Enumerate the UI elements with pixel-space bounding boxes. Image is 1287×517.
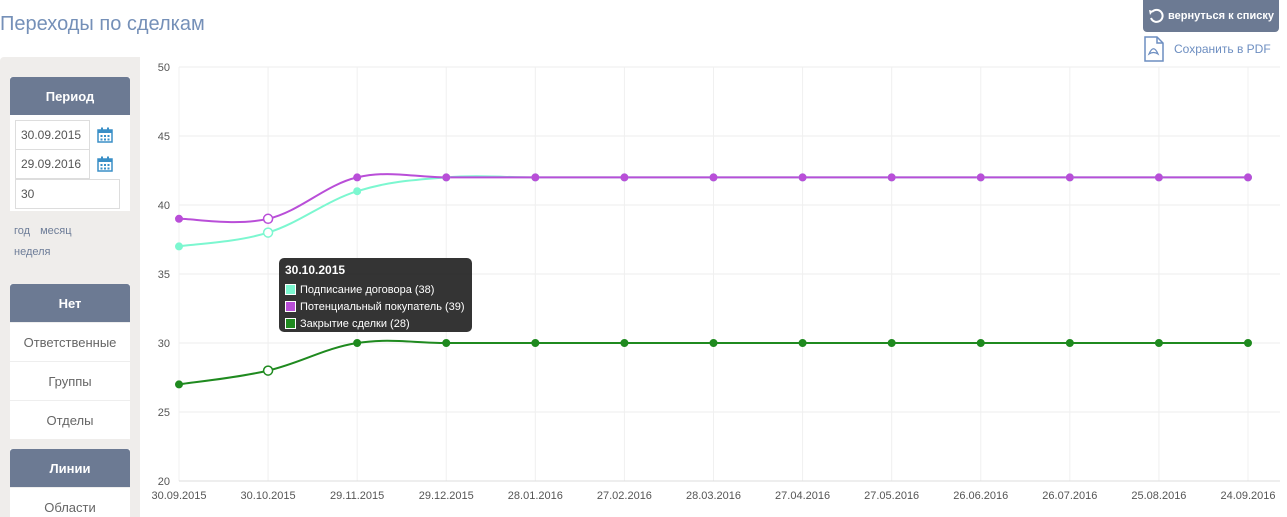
y-tick-label: 30	[158, 338, 170, 350]
x-tick-label: 25.08.2016	[1131, 490, 1186, 502]
save-pdf-label: Сохранить в PDF	[1174, 42, 1271, 56]
date-from-input[interactable]: 30.09.2015	[15, 120, 90, 150]
data-point	[353, 173, 362, 182]
y-tick-label: 45	[158, 131, 170, 143]
x-tick-label: 29.11.2015	[330, 490, 384, 502]
data-point	[798, 173, 807, 182]
data-point	[442, 173, 451, 182]
period-week-link[interactable]: неделя	[14, 246, 51, 258]
lines-item-regions[interactable]: Области	[10, 487, 130, 517]
undo-icon	[1149, 8, 1164, 23]
tooltip-row: Подписание договора (38)	[285, 281, 466, 298]
data-point	[175, 242, 183, 251]
tooltip-swatch	[285, 284, 296, 295]
period-quick-links: год месяц	[14, 225, 82, 237]
period-quick-links-2: неделя	[14, 246, 61, 258]
tooltip-swatch	[285, 301, 296, 312]
filter-sidebar: Период 30.09.2015 29.09.2016 30 год месяц…	[0, 57, 140, 517]
data-point	[531, 339, 540, 347]
tooltip-row-text: Закрытие сделки (28)	[300, 317, 410, 330]
deal-transitions-chart: 20 25 30 35 40 45 50 30.09.2015 30.10.2015 29.11.…	[151, 62, 1280, 502]
data-point	[262, 227, 274, 238]
data-point	[620, 173, 629, 182]
back-to-list-button[interactable]: вернуться к списку	[1143, 0, 1279, 32]
data-point	[262, 213, 274, 225]
x-tick-label: 26.06.2016	[953, 490, 1008, 502]
data-point	[1244, 339, 1252, 347]
data-point	[1244, 173, 1252, 182]
x-tick-label: 24.09.2016	[1220, 490, 1275, 502]
lines-panel: Линии Области	[10, 449, 130, 517]
period-month-link[interactable]: месяц	[40, 225, 72, 237]
data-point	[976, 173, 985, 182]
data-point	[353, 187, 362, 196]
tooltip-row-text: Подписание договора (38)	[300, 283, 435, 296]
tooltip-row: Потенциальный покупатель (39)	[285, 298, 466, 315]
data-point	[1154, 339, 1163, 347]
x-tick-label: 29.12.2015	[419, 490, 474, 502]
tooltip-row-text: Потенциальный покупатель (39)	[300, 300, 465, 313]
x-tick-label: 27.02.2016	[597, 490, 652, 502]
data-point	[353, 339, 362, 347]
step-input[interactable]: 30	[15, 179, 120, 209]
tooltip-title: 30.10.2015	[285, 263, 346, 277]
filter-item-groups[interactable]: Группы	[10, 361, 130, 400]
data-point	[262, 365, 274, 376]
date-from-row: 30.09.2015	[15, 120, 113, 150]
tooltip-row: Закрытие сделки (28)	[285, 315, 466, 332]
data-point	[442, 339, 451, 347]
data-point	[887, 339, 896, 347]
calendar-icon[interactable]	[97, 156, 113, 172]
x-tick-label: 28.03.2016	[686, 490, 741, 502]
x-tick-label: 30.09.2015	[151, 490, 206, 502]
x-tick-label: 27.05.2016	[864, 490, 919, 502]
period-year-link[interactable]: год	[14, 225, 31, 237]
data-point	[1065, 173, 1074, 182]
data-point	[175, 214, 183, 223]
data-point	[976, 339, 985, 347]
filter-item-responsible[interactable]: Ответственные	[10, 322, 130, 361]
data-point	[620, 339, 629, 347]
x-tick-label: 27.04.2016	[775, 490, 830, 502]
data-point	[175, 380, 183, 389]
data-point	[1154, 173, 1163, 182]
data-point	[709, 173, 718, 182]
y-tick-label: 20	[158, 476, 170, 488]
date-to-input[interactable]: 29.09.2016	[15, 149, 90, 179]
back-to-list-label: вернуться к списку	[1168, 10, 1274, 22]
filter-panel-title[interactable]: Нет	[10, 284, 130, 322]
x-tick-label: 26.07.2016	[1042, 490, 1097, 502]
period-panel-title: Период	[10, 77, 130, 115]
y-tick-label: 25	[158, 407, 170, 419]
x-tick-label: 28.01.2016	[508, 490, 563, 502]
data-point	[798, 339, 807, 347]
chart-tooltip: 30.10.2015 Подписание договора (38) Поте…	[279, 258, 472, 332]
data-point	[887, 173, 896, 182]
pdf-icon	[1144, 36, 1164, 62]
filter-item-departments[interactable]: Отделы	[10, 400, 130, 439]
x-tick-label: 30.10.2015	[241, 490, 296, 502]
filter-panel: Нет Ответственные Группы Отделы	[10, 284, 130, 439]
data-point	[1065, 339, 1074, 347]
y-tick-label: 40	[158, 200, 170, 212]
y-tick-label: 50	[158, 62, 170, 74]
lines-panel-title[interactable]: Линии	[10, 449, 130, 487]
y-tick-label: 35	[158, 269, 170, 281]
page-title: Переходы по сделкам	[0, 13, 205, 35]
data-point	[709, 339, 718, 347]
date-to-row: 29.09.2016	[15, 149, 113, 179]
calendar-icon[interactable]	[97, 127, 113, 143]
tooltip-swatch	[285, 318, 296, 329]
data-point	[531, 173, 540, 182]
save-pdf-link[interactable]: Сохранить в PDF	[1143, 36, 1271, 62]
